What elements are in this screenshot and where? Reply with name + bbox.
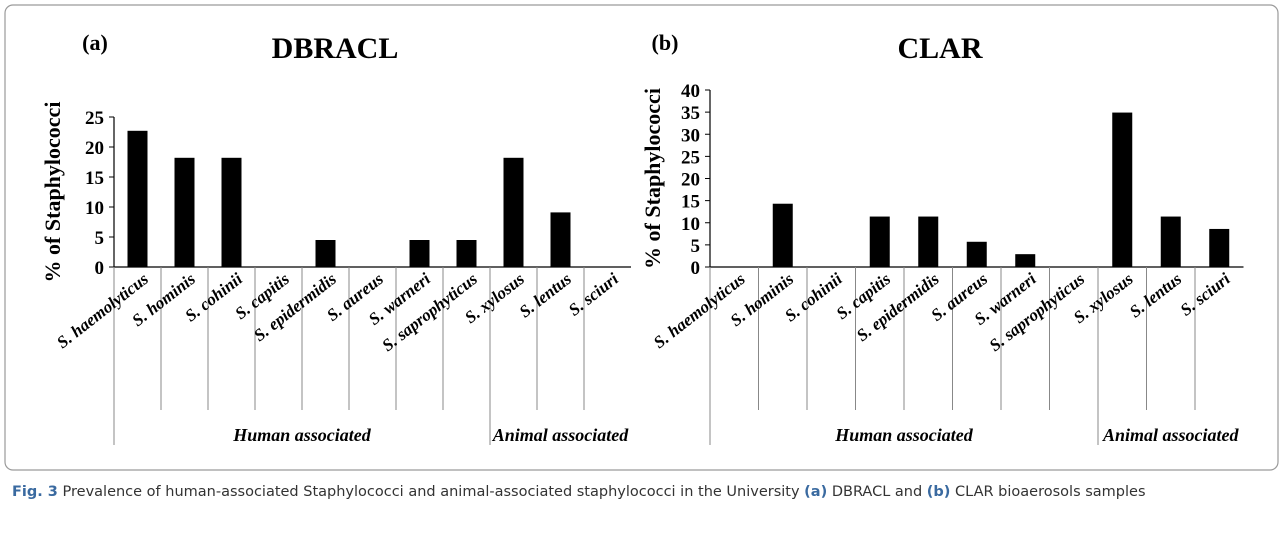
y-tick-label: 15 (681, 192, 700, 213)
y-tick-label: 30 (681, 125, 700, 146)
caption: Fig. 3 Prevalence of human-associated St… (12, 481, 1262, 503)
bar (550, 212, 571, 267)
y-axis-label: % of Staphylococci (640, 88, 665, 269)
y-tick-label: 15 (85, 168, 104, 189)
x-tick-label: S. sciuri (565, 269, 622, 320)
bar (127, 130, 148, 267)
bar (409, 240, 430, 267)
bar (221, 157, 242, 267)
caption-part: Fig. 3 (12, 484, 58, 500)
bar (1112, 112, 1133, 267)
group-label: Human associated (233, 425, 371, 445)
y-tick-label: 0 (95, 258, 105, 279)
y-tick-label: 20 (681, 170, 700, 191)
y-tick-label: 25 (85, 108, 104, 129)
x-tick-label: S. lentus (516, 269, 576, 321)
y-tick-label: 10 (681, 214, 700, 235)
bar (918, 216, 939, 267)
y-tick-label: 10 (85, 198, 104, 219)
y-tick-label: 0 (691, 258, 701, 279)
bar (1015, 254, 1036, 267)
bar (772, 203, 793, 267)
caption-part: DBRACL and (827, 484, 927, 500)
x-tick-label: S. lentus (1126, 269, 1186, 321)
bar (503, 157, 524, 267)
y-tick-label: 40 (681, 81, 700, 102)
y-tick-label: 35 (681, 103, 700, 124)
panel-label: (b) (652, 30, 679, 55)
bar (966, 241, 987, 267)
chart-title: CLAR (897, 32, 982, 65)
bar (869, 216, 890, 267)
bar (1209, 228, 1230, 267)
bar (456, 240, 477, 267)
caption-part: (b) (926, 484, 951, 500)
y-axis-label: % of Staphylococci (40, 102, 65, 283)
x-tick-label: S. sciuri (1177, 269, 1234, 320)
y-tick-label: 20 (85, 138, 104, 159)
caption-part: CLAR bioaerosols samples (950, 484, 1146, 500)
group-label: Animal associated (1102, 425, 1239, 445)
group-label: Animal associated (492, 425, 629, 445)
frame (4, 4, 1279, 471)
panel-label: (a) (82, 30, 108, 55)
bar (1160, 216, 1181, 267)
bar (315, 240, 336, 267)
bar (174, 157, 195, 267)
y-tick-label: 5 (691, 236, 701, 257)
chart-title: DBRACL (272, 32, 399, 65)
y-tick-label: 5 (95, 228, 105, 249)
y-tick-label: 25 (681, 147, 700, 168)
caption-part: Prevalence of human-associated Staphyloc… (57, 484, 805, 500)
caption-part: (a) (804, 484, 828, 500)
group-label: Human associated (835, 425, 973, 445)
